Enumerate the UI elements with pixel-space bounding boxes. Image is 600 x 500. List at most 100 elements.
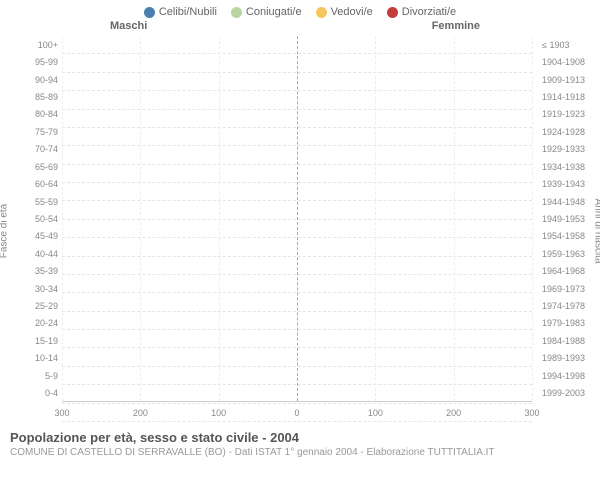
pyramid-row xyxy=(62,220,532,238)
age-tick: 30-34 xyxy=(14,280,58,297)
age-tick: 45-49 xyxy=(14,228,58,245)
pyramid-row xyxy=(62,330,532,348)
pyramid-row xyxy=(62,73,532,91)
y-right-axis-label: Anni di nascita xyxy=(593,198,600,263)
year-tick: 1914-1918 xyxy=(542,88,586,105)
grid-line xyxy=(375,36,376,401)
chart-footer: Popolazione per età, sesso e stato civil… xyxy=(0,426,600,458)
y-left-axis-label: Fasce di età xyxy=(0,204,10,258)
year-tick: 1924-1928 xyxy=(542,123,586,140)
pyramid-row xyxy=(62,275,532,293)
year-tick: 1994-1998 xyxy=(542,367,586,384)
birth-year-ticks: ≤ 19031904-19081909-19131914-19181919-19… xyxy=(542,36,586,402)
age-tick: 20-24 xyxy=(14,315,58,332)
year-tick: 1939-1943 xyxy=(542,175,586,192)
age-tick: 90-94 xyxy=(14,71,58,88)
legend-label: Divorziati/e xyxy=(402,6,456,18)
age-tick: 100+ xyxy=(14,36,58,53)
legend-swatch xyxy=(231,7,242,18)
age-tick: 15-19 xyxy=(14,332,58,349)
pyramid-row xyxy=(62,165,532,183)
year-tick: 1984-1988 xyxy=(542,332,586,349)
year-tick: 1969-1973 xyxy=(542,280,586,297)
year-tick: 1929-1933 xyxy=(542,141,586,158)
age-band-ticks: 100+95-9990-9485-8980-8475-7970-7465-696… xyxy=(14,36,58,402)
age-tick: 85-89 xyxy=(14,88,58,105)
year-tick: 1959-1963 xyxy=(542,245,586,262)
age-tick: 5-9 xyxy=(14,367,58,384)
pyramid-row xyxy=(62,348,532,366)
legend-item: Vedovi/e xyxy=(316,6,373,18)
year-tick: 1949-1953 xyxy=(542,210,586,227)
chart-subtitle: COMUNE DI CASTELLO DI SERRAVALLE (BO) - … xyxy=(10,447,590,458)
age-tick: 60-64 xyxy=(14,175,58,192)
age-tick: 95-99 xyxy=(14,53,58,70)
year-tick: 1964-1968 xyxy=(542,262,586,279)
pyramid-row xyxy=(62,183,532,201)
pyramid-row xyxy=(62,201,532,219)
pyramid-row xyxy=(62,293,532,311)
gender-labels: Maschi Femmine xyxy=(0,20,600,36)
pyramid-row xyxy=(62,238,532,256)
legend-label: Vedovi/e xyxy=(331,6,373,18)
year-tick: 1979-1983 xyxy=(542,315,586,332)
x-tick: 200 xyxy=(133,408,148,418)
year-tick: 1909-1913 xyxy=(542,71,586,88)
pyramid-row xyxy=(62,54,532,72)
year-tick: 1974-1978 xyxy=(542,297,586,314)
legend: Celibi/Nubili Coniugati/e Vedovi/e Divorzia… xyxy=(0,0,600,20)
year-tick: ≤ 1903 xyxy=(542,36,586,53)
legend-label: Celibi/Nubili xyxy=(159,6,217,18)
legend-swatch xyxy=(387,7,398,18)
age-tick: 40-44 xyxy=(14,245,58,262)
year-tick: 1934-1938 xyxy=(542,158,586,175)
age-tick: 75-79 xyxy=(14,123,58,140)
grid-line xyxy=(140,36,141,401)
pyramid-row xyxy=(62,128,532,146)
pyramid-row xyxy=(62,146,532,164)
chart-area: Fasce di età Anni di nascita 100+95-9990… xyxy=(8,36,592,426)
year-tick: 1944-1948 xyxy=(542,193,586,210)
age-tick: 10-14 xyxy=(14,350,58,367)
plot-area xyxy=(62,36,532,402)
legend-label: Coniugati/e xyxy=(246,6,302,18)
year-tick: 1904-1908 xyxy=(542,53,586,70)
age-tick: 80-84 xyxy=(14,106,58,123)
legend-item: Divorziati/e xyxy=(387,6,456,18)
chart-title: Popolazione per età, sesso e stato civil… xyxy=(10,430,590,445)
grid-line xyxy=(62,36,63,401)
grid-line xyxy=(532,36,533,401)
year-tick: 1919-1923 xyxy=(542,106,586,123)
age-tick: 50-54 xyxy=(14,210,58,227)
female-label: Femmine xyxy=(432,20,480,32)
age-tick: 35-39 xyxy=(14,262,58,279)
pyramid-row xyxy=(62,385,532,403)
x-tick: 100 xyxy=(368,408,383,418)
age-tick: 55-59 xyxy=(14,193,58,210)
x-tick: 200 xyxy=(446,408,461,418)
age-tick: 25-29 xyxy=(14,297,58,314)
x-axis: 3002001000100200300 xyxy=(62,406,532,426)
age-tick: 0-4 xyxy=(14,384,58,401)
legend-swatch xyxy=(316,7,327,18)
age-tick: 65-69 xyxy=(14,158,58,175)
grid-line xyxy=(454,36,455,401)
year-tick: 1954-1958 xyxy=(542,228,586,245)
pyramid-row xyxy=(62,367,532,385)
legend-swatch xyxy=(144,7,155,18)
pyramid-row xyxy=(62,110,532,128)
pyramid-row xyxy=(62,36,532,54)
age-tick: 70-74 xyxy=(14,141,58,158)
male-label: Maschi xyxy=(110,20,147,32)
legend-item: Celibi/Nubili xyxy=(144,6,217,18)
pyramid-row xyxy=(62,312,532,330)
x-tick: 300 xyxy=(524,408,539,418)
x-tick: 100 xyxy=(211,408,226,418)
pyramid-row xyxy=(62,257,532,275)
pyramid-row xyxy=(62,91,532,109)
population-pyramid-chart: Celibi/Nubili Coniugati/e Vedovi/e Divorzia… xyxy=(0,0,600,500)
x-tick: 0 xyxy=(294,408,299,418)
legend-item: Coniugati/e xyxy=(231,6,302,18)
year-tick: 1989-1993 xyxy=(542,350,586,367)
grid-line xyxy=(219,36,220,401)
